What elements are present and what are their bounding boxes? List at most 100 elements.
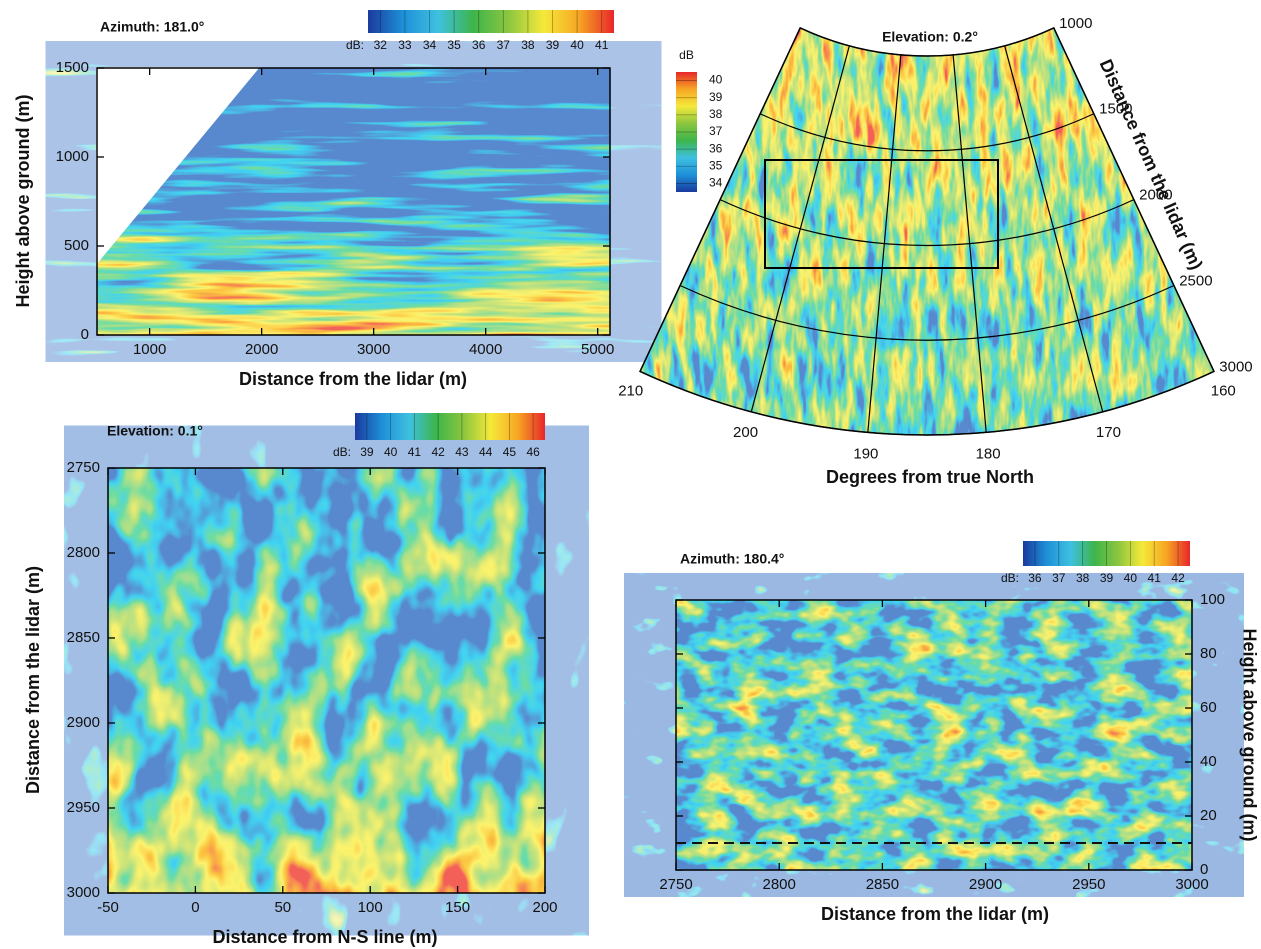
r-tick-label: 3000 bbox=[1219, 358, 1252, 375]
y-axis-label: Height above ground (m) bbox=[1239, 629, 1259, 842]
y-tick-label: 0 bbox=[81, 326, 89, 343]
chart-title: Elevation: 0.2° bbox=[882, 29, 978, 45]
colorbar-tick-label: 38 bbox=[1076, 571, 1090, 585]
y-tick-label: 2900 bbox=[67, 714, 100, 731]
colorbar-tick-label: 41 bbox=[595, 38, 609, 52]
heatmap-field bbox=[676, 600, 1192, 870]
colorbar-tick-label: 42 bbox=[1171, 571, 1185, 585]
colorbar-tick-label: 37 bbox=[1052, 571, 1066, 585]
y-tick-label: 1500 bbox=[56, 59, 89, 76]
colorbar-label: dB bbox=[679, 48, 694, 62]
x-axis-label: Distance from the lidar (m) bbox=[821, 904, 1049, 924]
range-ring bbox=[679, 284, 1175, 341]
colorbar-tick-label: 35 bbox=[447, 38, 461, 52]
colorbar-tick-label: 40 bbox=[1124, 571, 1138, 585]
x-tick-label: 2800 bbox=[763, 876, 796, 893]
colorbar-label: dB: bbox=[1001, 571, 1019, 585]
y-tick-label: 2950 bbox=[67, 799, 100, 816]
colorbar-label: dB: bbox=[333, 445, 351, 459]
no-data-wedge bbox=[96, 67, 260, 265]
r-tick-label: 2000 bbox=[1139, 187, 1172, 204]
zoom-box bbox=[764, 159, 999, 269]
colorbar-tick-label: 43 bbox=[455, 445, 469, 459]
colorbar-tick-label: 38 bbox=[709, 107, 723, 121]
x-tick-label: 150 bbox=[445, 899, 470, 916]
plot-frame bbox=[675, 599, 1193, 871]
colorbar-tick-label: 41 bbox=[408, 445, 422, 459]
y-tick-label: 1000 bbox=[56, 148, 89, 165]
r-tick-label: 2500 bbox=[1179, 272, 1212, 289]
y-tick-label: 40 bbox=[1200, 753, 1217, 770]
y-tick-label: 20 bbox=[1200, 807, 1217, 824]
colorbar-tick-label: 35 bbox=[709, 158, 723, 172]
x-tick-label: -50 bbox=[97, 899, 119, 916]
colorbar bbox=[1023, 541, 1190, 566]
colorbar-tick-label: 39 bbox=[546, 38, 560, 52]
colorbar-tick-label: 44 bbox=[479, 445, 493, 459]
r-tick-label: 1000 bbox=[1059, 15, 1092, 32]
x-tick-label: 2850 bbox=[866, 876, 899, 893]
theta-tick-label: 170 bbox=[1096, 424, 1121, 441]
colorbar-tick-label: 41 bbox=[1148, 571, 1162, 585]
y-tick-label: 60 bbox=[1200, 699, 1217, 716]
x-tick-label: 100 bbox=[358, 899, 383, 916]
colorbar-tick-label: 40 bbox=[570, 38, 584, 52]
radial-line bbox=[867, 54, 902, 433]
radial-line bbox=[750, 45, 850, 413]
sector-frame bbox=[639, 26, 1215, 436]
y-tick-label: 2850 bbox=[67, 629, 100, 646]
colorbar-tick-label: 37 bbox=[709, 124, 723, 138]
y-axis-label: Distance from the lidar (m) bbox=[23, 566, 43, 794]
colorbar-tick-label: 32 bbox=[374, 38, 388, 52]
range-ring bbox=[759, 113, 1095, 152]
sector-field bbox=[640, 27, 1214, 436]
colorbar-tick-label: 46 bbox=[526, 445, 540, 459]
x-tick-label: 1000 bbox=[133, 341, 166, 358]
y-tick-label: 80 bbox=[1200, 645, 1217, 662]
y-tick-label: 100 bbox=[1200, 591, 1225, 608]
r-tick-label: 1500 bbox=[1099, 101, 1132, 118]
x-tick-label: 2000 bbox=[245, 341, 278, 358]
x-tick-label: 4000 bbox=[469, 341, 502, 358]
x-tick-label: 2900 bbox=[969, 876, 1002, 893]
x-tick-label: 3000 bbox=[1175, 876, 1208, 893]
colorbar-tick-label: 37 bbox=[497, 38, 511, 52]
radial-line bbox=[1004, 45, 1104, 413]
colorbar-tick-label: 33 bbox=[398, 38, 412, 52]
colorbar-tick-label: 40 bbox=[709, 73, 723, 87]
theta-tick-label: 180 bbox=[976, 445, 1001, 462]
colorbar-tick-label: 34 bbox=[423, 38, 437, 52]
colorbar-tick-label: 36 bbox=[1028, 571, 1042, 585]
colorbar-tick-label: 36 bbox=[472, 38, 486, 52]
colorbar-tick-label: 39 bbox=[1100, 571, 1114, 585]
colorbar-tick-label: 39 bbox=[360, 445, 374, 459]
x-tick-label: 2950 bbox=[1072, 876, 1105, 893]
colorbar bbox=[355, 413, 545, 440]
colorbar-tick-label: 45 bbox=[503, 445, 517, 459]
x-tick-label: 200 bbox=[532, 899, 557, 916]
colorbar-tick-label: 42 bbox=[431, 445, 445, 459]
x-axis-label: Distance from the lidar (m) bbox=[239, 369, 467, 389]
x-tick-label: 0 bbox=[191, 899, 199, 916]
chart-title: Azimuth: 181.0° bbox=[100, 19, 204, 35]
chart-title: Elevation: 0.1° bbox=[107, 423, 203, 439]
y-tick-label: 500 bbox=[64, 237, 89, 254]
colorbar-tick-label: 36 bbox=[709, 141, 723, 155]
plot-frame bbox=[107, 467, 546, 894]
theta-tick-label: 210 bbox=[618, 382, 643, 399]
theta-axis-label: Degrees from true North bbox=[826, 467, 1034, 487]
y-tick-label: 3000 bbox=[67, 884, 100, 901]
colorbar-tick-label: 40 bbox=[384, 445, 398, 459]
x-axis-label: Distance from N-S line (m) bbox=[212, 927, 437, 947]
plot-frame bbox=[96, 67, 611, 336]
colorbar-tick-label: 38 bbox=[521, 38, 535, 52]
theta-tick-label: 190 bbox=[853, 445, 878, 462]
x-tick-label: 3000 bbox=[357, 341, 390, 358]
colorbar-tick-label: 34 bbox=[709, 176, 723, 190]
chart-title: Azimuth: 180.4° bbox=[680, 551, 784, 567]
x-tick-label: 5000 bbox=[581, 341, 614, 358]
theta-tick-label: 160 bbox=[1211, 382, 1236, 399]
x-tick-label: 50 bbox=[274, 899, 291, 916]
colorbar-label: dB: bbox=[346, 38, 364, 52]
